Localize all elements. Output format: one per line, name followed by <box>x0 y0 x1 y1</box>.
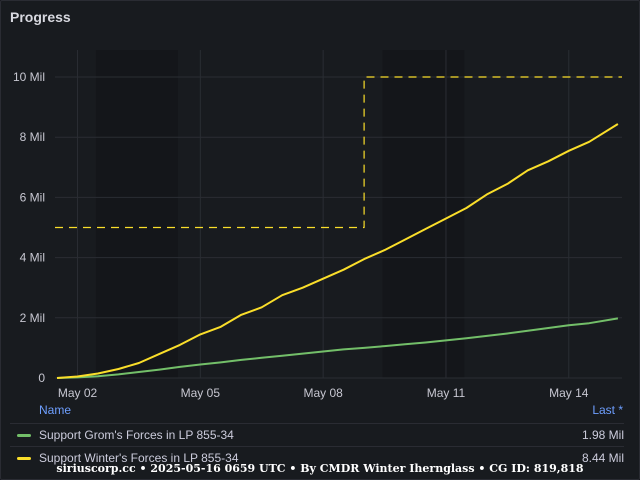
line-chart[interactable]: 0 2 Mil 4 Mil 6 Mil 8 Mil 10 Mil May 02 May 05… <box>0 0 640 400</box>
x-tick-label: May 02 <box>58 386 98 400</box>
legend-last-header[interactable]: Last * <box>592 403 623 417</box>
x-tick-label: May 14 <box>549 386 589 400</box>
y-tick-label: 10 Mil <box>13 70 45 84</box>
legend-swatch-winter <box>17 457 31 460</box>
shaded-band-1 <box>382 50 465 378</box>
y-tick-label: 4 Mil <box>20 251 45 265</box>
legend-item-winter[interactable]: Support Winter's Forces in LP 855-34 8.4… <box>10 446 624 469</box>
y-tick-label: 8 Mil <box>20 130 45 144</box>
footer-watermark: siriuscorp.cc • 2025-05-16 0659 UTC • By… <box>56 462 584 475</box>
y-tick-label: 0 <box>38 371 45 385</box>
y-tick-label: 2 Mil <box>20 311 45 325</box>
legend-label-winter: Support Winter's Forces in LP 855-34 <box>39 451 239 465</box>
legend-value-grom: 1.98 Mil <box>581 428 624 442</box>
legend-label-grom: Support Grom's Forces in LP 855-34 <box>39 428 234 442</box>
legend-name-header[interactable]: Name <box>39 403 72 417</box>
series-lines <box>55 76 622 379</box>
y-tick-label: 6 Mil <box>20 190 45 204</box>
series-line-0 <box>56 317 619 379</box>
panel-title: Progress <box>10 9 71 25</box>
x-tick-label: May 11 <box>427 386 466 400</box>
x-axis-labels: May 02 May 05 May 08 May 11 May 14 <box>58 386 589 400</box>
legend-swatch-grom <box>17 434 31 437</box>
target-threshold-line <box>55 76 622 229</box>
shaded-bands <box>95 50 465 378</box>
grid-lines <box>55 50 622 379</box>
legend-item-grom[interactable]: Support Grom's Forces in LP 855-34 1.98 … <box>10 423 624 446</box>
x-tick-label: May 08 <box>303 386 343 400</box>
y-axis-labels: 0 2 Mil 4 Mil 6 Mil 8 Mil 10 Mil <box>13 70 45 385</box>
x-tick-label: May 05 <box>181 386 221 400</box>
legend-value-winter: 8.44 Mil <box>581 451 624 465</box>
series-line-1 <box>56 123 619 379</box>
shaded-band-0 <box>95 50 178 378</box>
